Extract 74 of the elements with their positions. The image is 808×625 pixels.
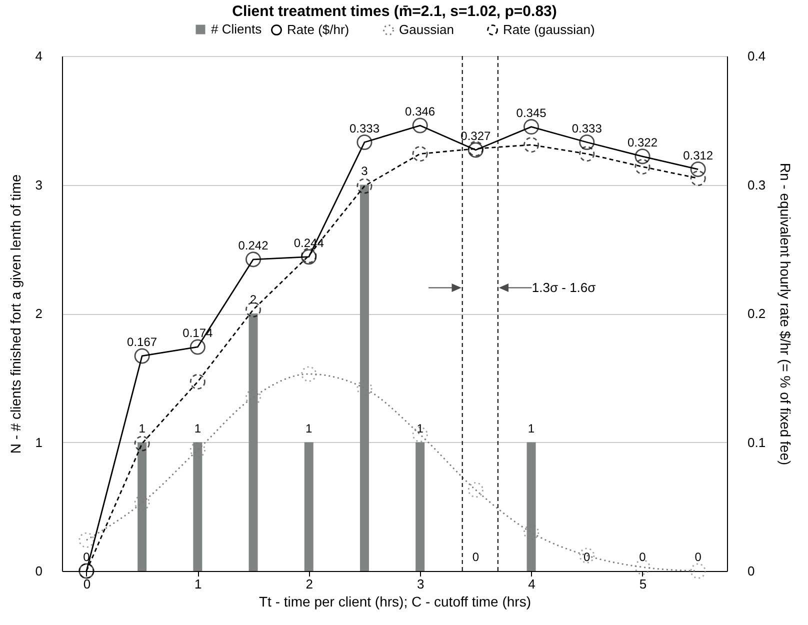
point	[579, 146, 595, 162]
legend-label: Rate ($/hr)	[287, 22, 350, 37]
x-tick-label: 0	[83, 576, 91, 592]
point	[524, 119, 540, 135]
data-label: 0	[639, 550, 646, 564]
data-label: 0.327	[460, 128, 492, 143]
point	[690, 170, 706, 186]
x-tick-label: 2	[306, 576, 313, 592]
data-label: 0.322	[627, 135, 658, 150]
y2-tick-label: 0.2	[748, 306, 766, 321]
point	[190, 374, 206, 390]
point	[190, 442, 206, 458]
x-tick-label: 4	[528, 576, 536, 592]
data-label: 3	[361, 164, 368, 178]
point	[412, 146, 428, 162]
point	[690, 563, 706, 579]
data-label: 0	[694, 550, 702, 564]
x-tick-label: 5	[639, 576, 647, 592]
point	[356, 178, 372, 194]
data-label: 0	[584, 550, 591, 564]
annotation: 1.3σ - 1.6σ	[532, 280, 596, 295]
y-tick-label: 4	[35, 48, 42, 64]
point	[134, 495, 150, 511]
data-label: 2	[250, 292, 257, 306]
point	[356, 380, 372, 396]
y-tick-label: 3	[35, 177, 42, 192]
point	[468, 482, 484, 498]
y-tick-label: 1	[35, 434, 42, 450]
point	[634, 148, 650, 164]
point	[412, 118, 428, 134]
bar	[304, 442, 314, 571]
data-label: 0.333	[349, 121, 380, 136]
data-label: 1	[416, 421, 424, 436]
data-label: 0.346	[405, 104, 436, 119]
data-label: 0.242	[238, 238, 269, 252]
point	[246, 252, 262, 268]
x-axis-title: Tt - time per client (hrs); C - cutoff time (hrs)	[258, 594, 532, 610]
y2-tick-label: 0.3	[748, 177, 766, 192]
data-label: 0.333	[572, 121, 602, 136]
data-label: 1	[138, 421, 146, 436]
data-label: 0.312	[683, 148, 714, 162]
y2-tick-label: 0	[748, 564, 755, 578]
data-label: 1	[528, 421, 535, 436]
data-label: 0.345	[516, 106, 547, 120]
point	[246, 302, 262, 318]
point	[301, 366, 317, 382]
legend-label: Rate (gaussian)	[503, 22, 595, 37]
point	[579, 134, 595, 150]
point	[134, 348, 150, 364]
chart-title: Client treatment times (m̄=2.1, s=1.02, p=0.83)	[232, 3, 557, 20]
y-axis-title: N - # clients finished fort a given lenth of time	[7, 174, 24, 454]
point	[134, 436, 150, 452]
point	[190, 339, 206, 355]
data-label: 0	[472, 550, 480, 564]
legend-label: Gaussian	[399, 22, 454, 37]
y2-tick-label: 0.4	[748, 48, 766, 64]
data-label: 0.167	[127, 334, 158, 349]
y2-tick-label: 0.1	[748, 434, 766, 450]
point	[524, 524, 540, 540]
y-tick-label: 2	[35, 306, 42, 321]
x-tick-label: 3	[416, 576, 424, 592]
data-label: 1	[306, 421, 313, 436]
legend-label: # Clients	[211, 22, 262, 36]
point	[246, 389, 262, 405]
point	[690, 162, 706, 178]
point	[78, 532, 94, 548]
data-label: 1	[194, 421, 202, 436]
data-label: 0	[83, 550, 90, 564]
point	[524, 137, 540, 153]
y2-axis-title: Rn - equivalent hourly rate $/hr (= % of fixed fee)	[778, 162, 794, 466]
point	[634, 158, 650, 174]
y-tick-label: 0	[35, 564, 42, 578]
x-tick-label: 1	[194, 576, 202, 592]
point	[356, 134, 372, 150]
